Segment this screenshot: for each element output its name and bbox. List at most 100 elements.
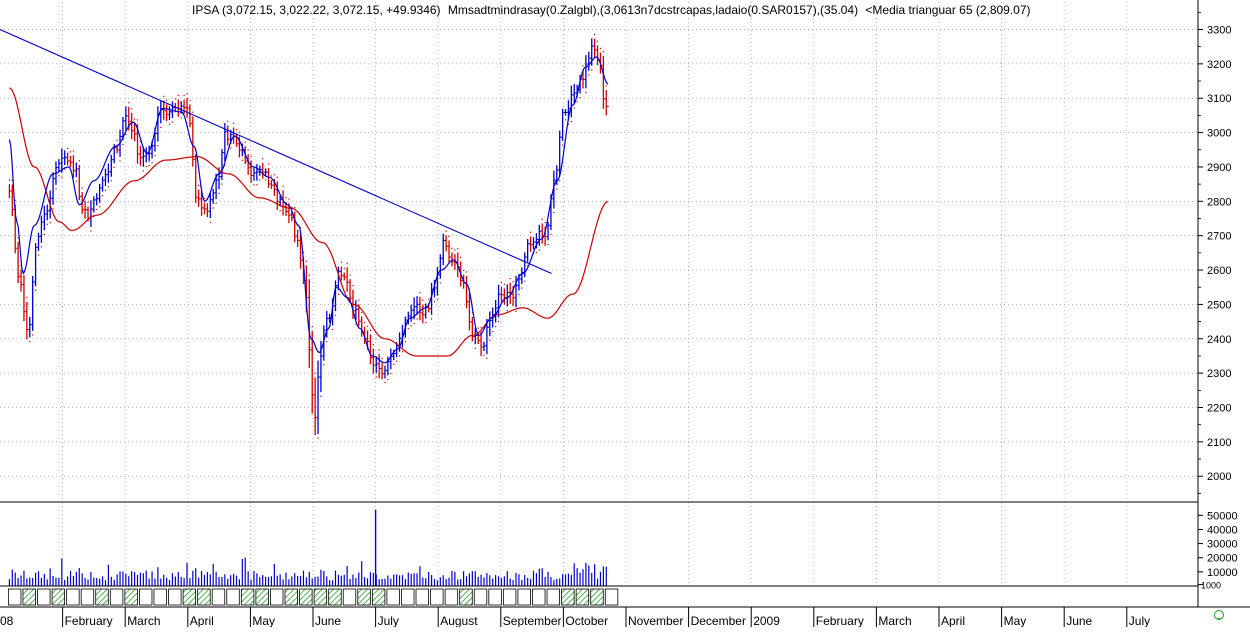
sar-dot bbox=[37, 254, 40, 256]
sar-dot bbox=[166, 99, 168, 101]
sar-dot bbox=[387, 378, 389, 381]
sar-dot bbox=[299, 227, 302, 229]
sar-dot bbox=[567, 123, 570, 125]
sar-dot bbox=[17, 237, 19, 239]
sar-dot bbox=[585, 91, 587, 94]
month-label: August bbox=[440, 614, 478, 627]
sar-dot bbox=[591, 69, 593, 71]
sar-dot bbox=[267, 163, 270, 165]
sar-dot bbox=[128, 101, 130, 104]
sar-dot bbox=[279, 210, 281, 212]
axes-layer: 2000 2100 2200 2300 2400 2500 2600 2700 2800 2900… bbox=[0, 11, 1238, 628]
sar-dot bbox=[215, 202, 217, 204]
week-cell bbox=[430, 588, 444, 606]
sar-dot bbox=[8, 179, 10, 181]
sar-dot bbox=[538, 249, 540, 251]
sar-dot bbox=[506, 309, 508, 312]
sar-dot bbox=[480, 326, 482, 329]
sar-dot bbox=[198, 184, 200, 187]
sar-dot bbox=[52, 208, 54, 210]
price-tick-label: 2000 bbox=[1207, 471, 1231, 483]
sar-dot bbox=[352, 285, 354, 287]
sar-dot bbox=[361, 311, 363, 313]
sar-dot bbox=[294, 206, 296, 209]
sar-dot bbox=[515, 310, 517, 313]
sar-dot bbox=[457, 247, 459, 250]
sar-dot bbox=[337, 293, 340, 295]
volume-tick-label: 30000 bbox=[1207, 539, 1238, 551]
week-cell bbox=[153, 588, 167, 606]
sar-dot bbox=[582, 65, 584, 67]
month-label: February bbox=[65, 614, 113, 627]
sar-dot bbox=[497, 321, 500, 323]
sar-dot bbox=[163, 95, 165, 97]
sar-dot bbox=[104, 189, 107, 191]
sar-dot bbox=[99, 206, 101, 208]
sar-dot bbox=[125, 133, 127, 135]
sar-dot bbox=[93, 216, 95, 218]
sar-dot bbox=[227, 120, 229, 122]
sar-dot bbox=[145, 165, 147, 168]
sar-dot bbox=[454, 249, 456, 251]
price-tick-label: 3000 bbox=[1207, 128, 1231, 140]
sar-dot bbox=[81, 187, 83, 189]
week-cell bbox=[51, 588, 66, 606]
sar-dot bbox=[122, 143, 124, 146]
sar-dot bbox=[349, 274, 351, 276]
sar-dot bbox=[224, 164, 226, 167]
week-cell bbox=[299, 588, 313, 606]
sar-dot bbox=[477, 327, 479, 329]
sar-dot bbox=[535, 251, 537, 254]
volume-tick-label: 10000 bbox=[1207, 567, 1238, 579]
month-label: December bbox=[691, 614, 746, 627]
sar-dot bbox=[250, 155, 252, 157]
month-label: November bbox=[628, 614, 683, 627]
sar-dot bbox=[605, 85, 607, 87]
week-cell bbox=[7, 588, 22, 606]
sar-dot bbox=[116, 139, 118, 141]
volume-tick-label: 20000 bbox=[1207, 553, 1238, 565]
sar-dot bbox=[58, 175, 60, 177]
week-cell bbox=[211, 588, 226, 606]
week-cell bbox=[109, 588, 124, 606]
resistance-trendline bbox=[0, 28, 552, 274]
week-cell bbox=[575, 588, 590, 606]
week-cell bbox=[124, 588, 138, 606]
sar-dot bbox=[428, 298, 430, 300]
sar-dot bbox=[282, 185, 284, 187]
week-cell bbox=[270, 588, 284, 606]
grid-layer bbox=[0, 2, 1198, 586]
fast-moving-average-line bbox=[8, 56, 609, 364]
sar-dot bbox=[524, 280, 526, 282]
price-tick-label: 2400 bbox=[1207, 334, 1231, 346]
week-cell bbox=[255, 588, 269, 606]
chart-title: IPSA (3,072.15, 3,022.22, 3,072.15, +49.… bbox=[192, 3, 441, 17]
sar-dot bbox=[375, 376, 377, 378]
sar-dot bbox=[343, 267, 345, 269]
week-cell bbox=[37, 588, 51, 606]
chart-header: IPSA (3,072.15, 3,022.22, 3,072.15, +49.… bbox=[192, 3, 1035, 17]
sar-dot bbox=[46, 223, 48, 225]
week-cell bbox=[168, 588, 182, 606]
sar-dot bbox=[326, 341, 328, 343]
week-cell bbox=[342, 588, 357, 606]
volume-tick-label: 50000 bbox=[1207, 510, 1238, 522]
week-cell bbox=[313, 588, 328, 606]
sar-dot bbox=[393, 363, 395, 365]
sar-dot bbox=[49, 222, 51, 224]
sar-dot bbox=[174, 98, 176, 100]
sar-dot bbox=[151, 162, 153, 164]
sar-dot bbox=[75, 180, 77, 182]
sar-dot bbox=[556, 188, 558, 190]
sar-dot bbox=[230, 147, 232, 149]
sar-dot bbox=[378, 349, 380, 351]
week-cell bbox=[517, 588, 531, 606]
price-tick-label: 2500 bbox=[1207, 299, 1231, 311]
month-label: May bbox=[252, 614, 275, 627]
sar-dot bbox=[529, 231, 532, 233]
status-smiley-icon bbox=[1214, 610, 1224, 620]
sar-dot bbox=[29, 340, 31, 343]
price-tick-label: 3100 bbox=[1207, 93, 1231, 105]
sar-dot bbox=[544, 221, 546, 224]
sar-dot bbox=[241, 159, 243, 161]
